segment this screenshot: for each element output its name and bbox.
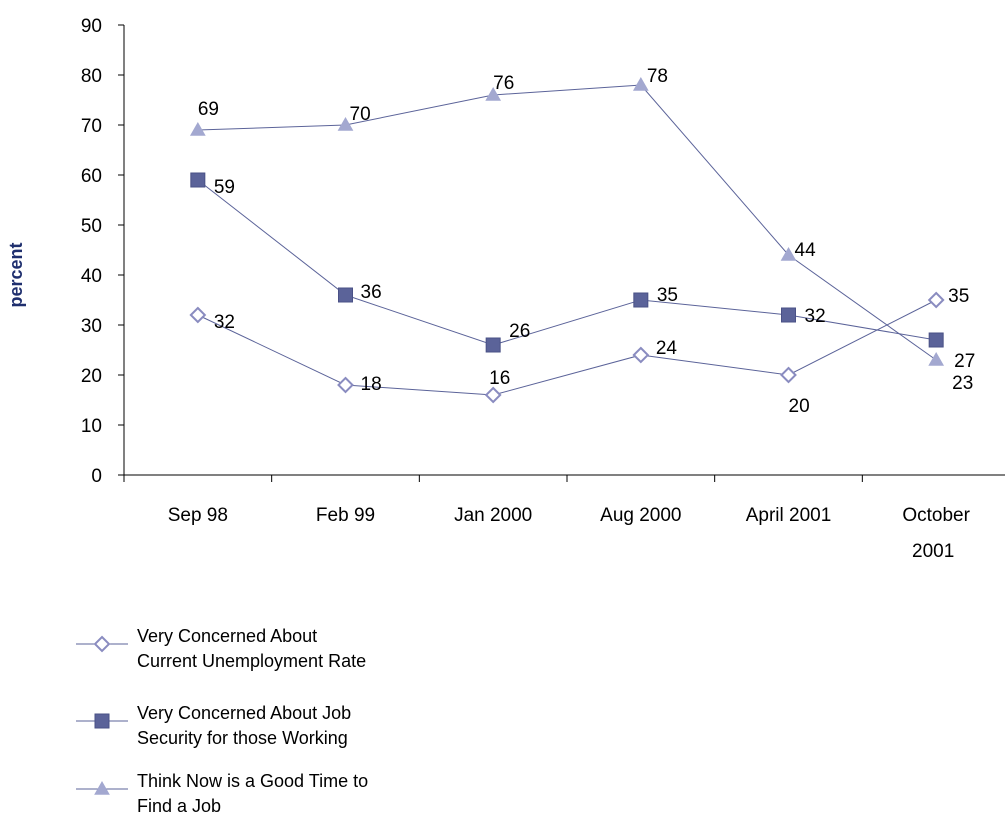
legend-marker: [94, 780, 110, 795]
data-label: 24: [656, 338, 678, 359]
data-label: 27: [954, 351, 975, 372]
data-point: [337, 376, 354, 394]
data-label: 36: [361, 282, 382, 303]
data-label: 16: [489, 368, 510, 389]
series-lines: [197, 84, 937, 396]
series-line: [197, 179, 937, 346]
y-tick-label: 80: [81, 66, 102, 87]
x-tick-label: Aug 2000: [600, 505, 681, 526]
series-line: [197, 84, 937, 361]
data-point: [189, 121, 206, 136]
x-tick-label: Sep 98: [168, 505, 228, 526]
legend-entry-text: Very Concerned About Job: [137, 703, 351, 723]
data-label: 78: [647, 66, 668, 87]
data-point: [632, 346, 650, 364]
legend-entry-text: Think Now is a Good Time to: [137, 771, 368, 791]
data-point: [927, 291, 945, 309]
data-label: 23: [952, 373, 973, 394]
data-label: 35: [657, 285, 678, 306]
data-point: [633, 292, 649, 308]
data-point: [781, 307, 796, 323]
data-label: 76: [493, 73, 514, 94]
y-tick-label: 70: [81, 116, 102, 137]
data-label: 26: [509, 321, 530, 342]
data-label: 59: [214, 177, 235, 198]
data-label: 35: [948, 286, 969, 307]
y-tick-label: 40: [81, 266, 102, 287]
x-tick-label: Jan 2000: [454, 505, 532, 526]
legend-entry-text: Security for those Working: [137, 728, 348, 748]
data-point: [484, 386, 502, 404]
x-tick-label: Feb 99: [316, 505, 375, 526]
data-label: 20: [789, 396, 810, 417]
y-tick-label: 90: [81, 16, 102, 37]
data-label: 32: [805, 306, 826, 327]
x-tick-label: April 2001: [746, 505, 832, 526]
data-point: [928, 351, 945, 366]
legend-marker: [93, 635, 111, 653]
legend-entry-text: Current Unemployment Rate: [137, 651, 366, 671]
data-point: [632, 76, 649, 91]
data-point: [338, 287, 353, 303]
data-labels: 32 18 16 24 20 35 59 36 26 35 32 27 69 70 76 78 44 23: [198, 66, 975, 417]
data-point: [485, 337, 501, 353]
data-point: [780, 246, 797, 261]
chart-axes: 0 10 20 30 40 50 60 70 80 90 percent Sep 98 Feb 99 Ja…: [6, 16, 1005, 562]
data-point: [928, 332, 944, 348]
data-point: [189, 306, 207, 324]
data-label: 32: [214, 312, 235, 333]
data-point: [780, 366, 797, 384]
y-tick-label: 10: [81, 416, 102, 437]
y-tick-label: 60: [81, 166, 102, 187]
data-label: 70: [350, 104, 371, 125]
y-tick-label: 20: [81, 366, 102, 387]
legend-entry-text: Find a Job: [137, 796, 221, 816]
y-tick-label: 30: [81, 316, 102, 337]
legend-marker: [94, 713, 110, 729]
data-point: [337, 116, 354, 131]
legend: Very Concerned About Current Unemployment…: [76, 626, 368, 816]
data-point: [485, 86, 502, 101]
legend-entry-text: Very Concerned About: [137, 626, 317, 646]
y-tick-label: 50: [81, 216, 102, 237]
data-label: 44: [795, 240, 817, 261]
series-markers: [189, 76, 945, 404]
x-tick-label: 2001: [912, 541, 954, 562]
data-label: 69: [198, 99, 219, 120]
data-point: [190, 172, 206, 188]
y-tick-label: 0: [91, 466, 102, 487]
data-label: 18: [361, 374, 382, 395]
y-axis-title: percent: [6, 242, 26, 307]
x-tick-label: October: [902, 505, 970, 526]
series-line: [197, 299, 937, 396]
